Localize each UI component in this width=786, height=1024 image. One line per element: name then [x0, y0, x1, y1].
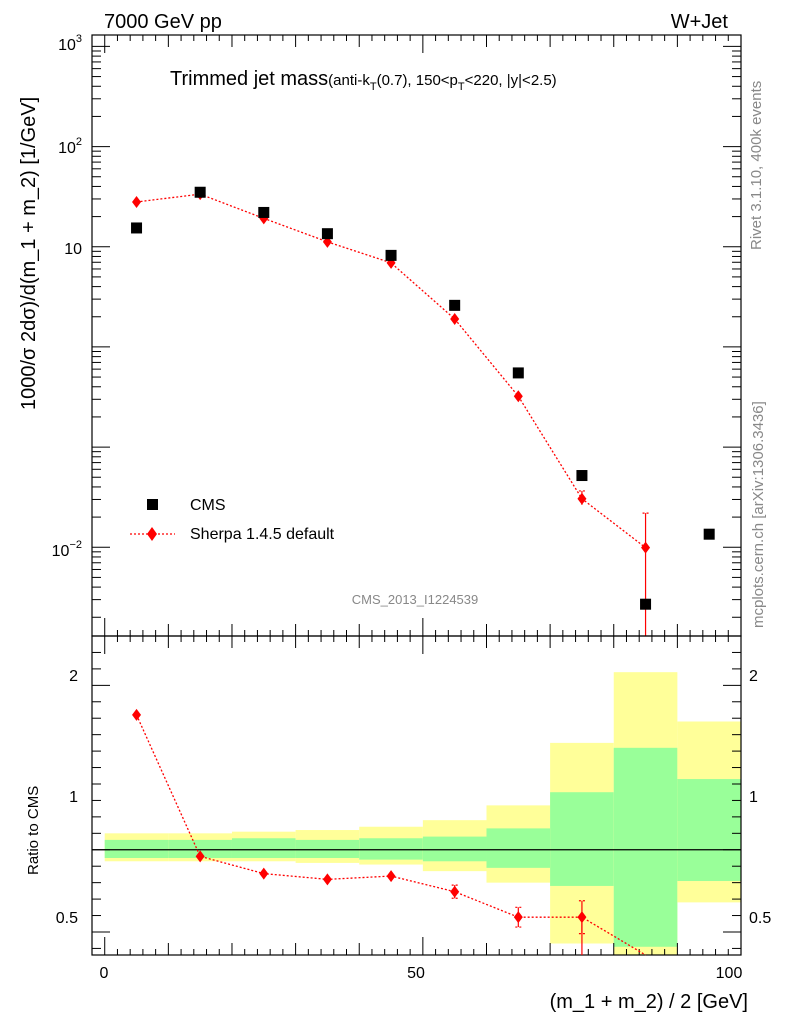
sherpa-point-0	[132, 195, 142, 208]
ytick-100-exp: 2	[76, 136, 82, 148]
title-sub-suffix: <220, |y|<2.5)	[465, 72, 557, 89]
title-sub-prefix: (anti-k	[328, 72, 370, 89]
band-inner-6	[486, 828, 551, 868]
cms-point-8	[640, 598, 652, 610]
ratio-point-2	[259, 867, 269, 880]
cms-point-2	[258, 206, 270, 218]
sherpa-line	[136, 193, 646, 549]
plot-title: Trimmed jet mass(anti-kT(0.7), 150<pT<22…	[170, 68, 557, 93]
band-inner-5	[422, 836, 487, 862]
xtick-50: 50	[407, 965, 425, 982]
band-inner-3	[295, 839, 360, 858]
band-inner-0	[104, 839, 169, 858]
cms-point-0	[131, 222, 143, 234]
ratio-axis-label: Ratio to CMS	[25, 786, 42, 875]
xtick-100: 100	[716, 965, 743, 982]
ytick-0.01: 10−2	[52, 539, 82, 560]
legend-sherpa-marker	[147, 527, 157, 541]
ytick-0.01-exp: −2	[69, 539, 82, 551]
sherpa-point-6	[513, 390, 523, 403]
title-main: Trimmed jet mass	[170, 68, 328, 90]
ratio-frame	[91, 635, 742, 956]
legend: CMS Sherpa 1.4.5 default	[130, 497, 335, 543]
legend-sherpa-label: Sherpa 1.4.5 default	[190, 526, 335, 543]
band-inner-4	[359, 838, 423, 860]
ytick-1000-exp: 3	[76, 33, 82, 45]
sherpa-point-7	[577, 492, 587, 505]
cms-point-6	[512, 367, 524, 379]
rtick-2-right: 2	[749, 668, 758, 685]
analysis-watermark: CMS_2013_I1224539	[352, 592, 479, 607]
ratio-point-0	[132, 708, 142, 721]
sherpa-point-5	[450, 312, 460, 325]
cms-point-3	[321, 228, 333, 240]
main-panel	[91, 34, 742, 637]
rtick-1-left: 1	[69, 789, 78, 806]
cms-point-9	[703, 528, 715, 540]
title-sub-T1: T	[370, 81, 377, 93]
rtick-2-left: 2	[69, 668, 78, 685]
band-inner-2	[231, 838, 296, 858]
cms-point-5	[449, 299, 461, 311]
ratio-point-6	[513, 911, 523, 924]
ratio-point-1	[195, 850, 205, 863]
ytick-0.01-base: 10	[52, 543, 70, 560]
arxiv-label: mcplots.cern.ch [arXiv:1306.3436]	[750, 401, 767, 628]
ytick-10: 10	[64, 241, 82, 258]
y-axis-label: 1000/σ 2dσ)/d(m_1 + m_2) [1/GeV]	[18, 97, 40, 410]
band-inner-1	[168, 839, 232, 858]
rtick-0.5-right: 0.5	[749, 910, 771, 927]
process-label: W+Jet	[671, 11, 729, 33]
title-sub-mid: (0.7), 150<p	[377, 72, 458, 89]
band-inner-8	[613, 747, 678, 947]
title-sub-T2: T	[458, 81, 465, 93]
sherpa-point-8	[641, 541, 651, 554]
rivet-label: Rivet 3.1.10, 400k events	[748, 81, 765, 250]
energy-label: 7000 GeV pp	[104, 11, 222, 33]
ytick-100: 102	[58, 136, 82, 157]
legend-cms-marker	[147, 499, 158, 510]
xtick-0: 0	[100, 965, 109, 982]
cms-point-4	[385, 249, 397, 261]
ytick-100-base: 10	[58, 140, 76, 157]
band-inner-9	[677, 779, 741, 882]
ytick-1000: 103	[58, 33, 82, 54]
ratio-point-4	[386, 870, 396, 883]
cms-point-7	[576, 470, 588, 482]
rtick-1-right: 1	[749, 789, 758, 806]
ratio-panel	[91, 635, 742, 956]
ytick-1000-base: 10	[58, 37, 76, 54]
band-inner-7	[550, 792, 614, 886]
rtick-0.5-left: 0.5	[56, 910, 78, 927]
legend-cms-label: CMS	[190, 497, 226, 514]
ratio-point-3	[322, 873, 332, 886]
x-axis-label: (m_1 + m_2) / 2 [GeV]	[550, 991, 748, 1013]
cms-point-1	[194, 186, 206, 198]
ratio-point-5	[450, 885, 460, 898]
